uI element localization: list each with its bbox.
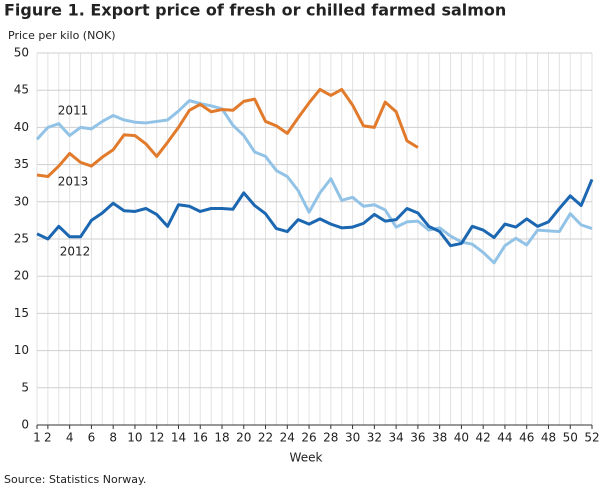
series-line [36, 178, 594, 248]
x-tick-label: 28 [323, 431, 338, 445]
x-tick-label: 44 [497, 431, 512, 445]
x-tick-label: 40 [454, 431, 469, 445]
source: Source: Statistics Norway. [4, 473, 146, 486]
x-tick-label: 8 [109, 431, 117, 445]
series-line [35, 99, 593, 265]
y-tick-label: 35 [14, 157, 29, 171]
x-tick-label: 18 [214, 431, 229, 445]
x-tick-label: 2 [44, 431, 52, 445]
x-tick-label: 46 [519, 431, 534, 445]
x-tick-label: 20 [236, 431, 251, 445]
x-tick-label: 30 [345, 431, 360, 445]
x-tick-label: 22 [258, 431, 273, 445]
x-tick-label: 1 [33, 431, 41, 445]
y-axis-label: Price per kilo (NOK) [8, 29, 116, 42]
x-tick-label: 38 [432, 431, 447, 445]
chart-title: Figure 1. Export price of fresh or chill… [4, 1, 506, 20]
y-tick-label: 20 [14, 269, 29, 283]
x-tick-label: 48 [541, 431, 556, 445]
x-tick-label: 36 [410, 431, 425, 445]
y-tick-label: 40 [14, 120, 29, 134]
x-tick-label: 12 [149, 431, 164, 445]
y-tick-label: 50 [14, 46, 29, 60]
x-tick-label: 52 [584, 431, 599, 445]
series-line [36, 87, 419, 179]
series-label: 2012 [60, 245, 91, 259]
series-label: 2011 [58, 104, 89, 118]
x-tick-label: 16 [193, 431, 208, 445]
x-tick-label: 10 [127, 431, 142, 445]
x-tick-label: 6 [88, 431, 96, 445]
y-tick-label: 25 [14, 232, 29, 246]
x-tick-label: 34 [388, 431, 403, 445]
series-label: 2013 [58, 175, 89, 189]
x-tick-label: 42 [476, 431, 491, 445]
x-tick-label: 26 [301, 431, 316, 445]
y-tick-label: 10 [14, 343, 29, 357]
x-tick-label: 4 [66, 431, 74, 445]
y-tick-label: 5 [21, 380, 29, 394]
y-tick-label: 15 [14, 306, 29, 320]
x-tick-label: 24 [280, 431, 295, 445]
x-tick-label: 32 [367, 431, 382, 445]
x-axis-label: Week [290, 451, 323, 465]
y-tick-label: 30 [14, 194, 29, 208]
y-tick-label: 45 [14, 83, 29, 97]
x-tick-label: 14 [171, 431, 186, 445]
x-tick-label: 50 [563, 431, 578, 445]
y-tick-label: 0 [21, 418, 29, 432]
